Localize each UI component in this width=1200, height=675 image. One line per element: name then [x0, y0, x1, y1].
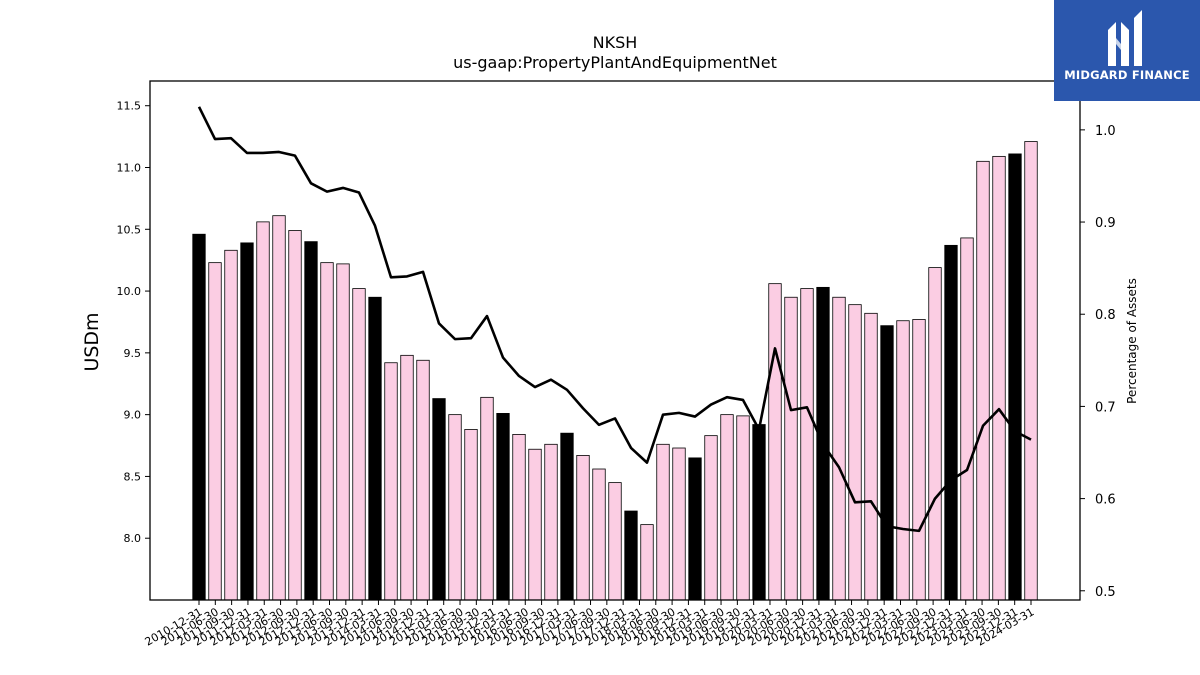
bar-46	[928, 267, 942, 601]
bar-35	[752, 424, 766, 601]
bar-8	[320, 262, 334, 601]
line-group	[197, 106, 1032, 533]
bar-11	[368, 296, 382, 601]
y-tick-label: 8.5	[124, 470, 142, 483]
bar-5	[272, 215, 286, 601]
bar-2	[224, 249, 238, 601]
bar-38	[800, 288, 814, 601]
bar-32	[704, 435, 718, 601]
bar-10	[352, 288, 366, 601]
bar-21	[528, 448, 542, 601]
bar-48	[960, 237, 974, 601]
chart-subtitle: us-gaap:PropertyPlantAndEquipmentNet	[453, 53, 777, 72]
y-tick-label: 11.0	[117, 162, 142, 175]
bar-6	[288, 230, 302, 601]
bar-28	[640, 524, 654, 601]
bar-33	[720, 414, 734, 601]
y-tick-label: 10.0	[117, 285, 142, 298]
x-ticks-group: 2010-12-312011-06-302011-09-302011-12-31…	[143, 600, 1037, 649]
y2-tick-label: 0.8	[1095, 308, 1116, 323]
y2-tick-label: 0.6	[1095, 493, 1116, 508]
bar-30	[672, 447, 686, 601]
bar-0	[192, 233, 206, 601]
bar-19	[496, 413, 510, 601]
bar-49	[976, 160, 990, 601]
bar-9	[336, 263, 350, 601]
bar-20	[512, 434, 526, 601]
bar-12	[384, 362, 398, 601]
bar-1	[208, 262, 222, 601]
bar-31	[688, 457, 702, 601]
bar-7	[304, 241, 318, 601]
bar-23	[560, 432, 574, 601]
y-ticks-group: 8.0 8.5 9.0 9.5 10.0 10.5 11.0 11.5	[117, 100, 150, 545]
logo-text: MIDGARD FINANCE	[1064, 68, 1190, 82]
y2-tick-label: 0.7	[1095, 400, 1116, 415]
y2-ticks-group: 0.5 0.6 0.7 0.8 0.9 1.0	[1080, 124, 1116, 600]
bar-26	[608, 482, 622, 601]
bar-24	[576, 455, 590, 601]
y2-tick-label: 0.5	[1095, 585, 1116, 600]
bar-29	[656, 443, 670, 601]
chart-title: NKSH	[593, 33, 638, 52]
bar-44	[896, 320, 910, 601]
bar-36	[768, 283, 782, 601]
bar-27	[624, 510, 638, 601]
y-tick-label: 11.5	[117, 100, 142, 113]
bar-50	[992, 155, 1006, 601]
plot-frame	[149, 80, 1081, 601]
bar-40	[832, 296, 846, 601]
bar-13	[400, 354, 414, 601]
bar-3	[240, 242, 254, 601]
bars-group	[192, 141, 1038, 601]
bar-18	[480, 396, 494, 601]
y2-axis-label: Percentage of Assets	[1125, 278, 1139, 404]
bar-41	[848, 304, 862, 601]
bar-22	[544, 443, 558, 601]
bar-4	[256, 221, 270, 601]
bar-25	[592, 468, 606, 601]
bar-51	[1008, 153, 1022, 601]
bar-34	[736, 415, 750, 601]
y-tick-label: 9.5	[124, 347, 142, 360]
y2-tick-label: 1.0	[1095, 124, 1116, 139]
y-tick-label: 10.5	[117, 223, 142, 236]
y-tick-label: 8.0	[124, 532, 142, 545]
bar-52	[1024, 141, 1038, 601]
midgard-finance-logo: MIDGARD FINANCE	[1054, 0, 1200, 101]
y2-tick-label: 0.9	[1095, 216, 1116, 231]
bar-43	[880, 325, 894, 601]
y-tick-label: 9.0	[124, 409, 142, 422]
bar-45	[912, 319, 926, 601]
y-axis-label: USDm	[81, 312, 103, 371]
bar-14	[416, 359, 430, 601]
bar-16	[448, 414, 462, 601]
bar-17	[464, 429, 478, 601]
midgard-mark-icon	[1108, 10, 1142, 66]
bar-42	[864, 312, 878, 601]
bar-15	[432, 398, 446, 601]
bar-37	[784, 296, 798, 601]
percentage-line	[197, 106, 1032, 533]
bar-47	[944, 244, 958, 601]
